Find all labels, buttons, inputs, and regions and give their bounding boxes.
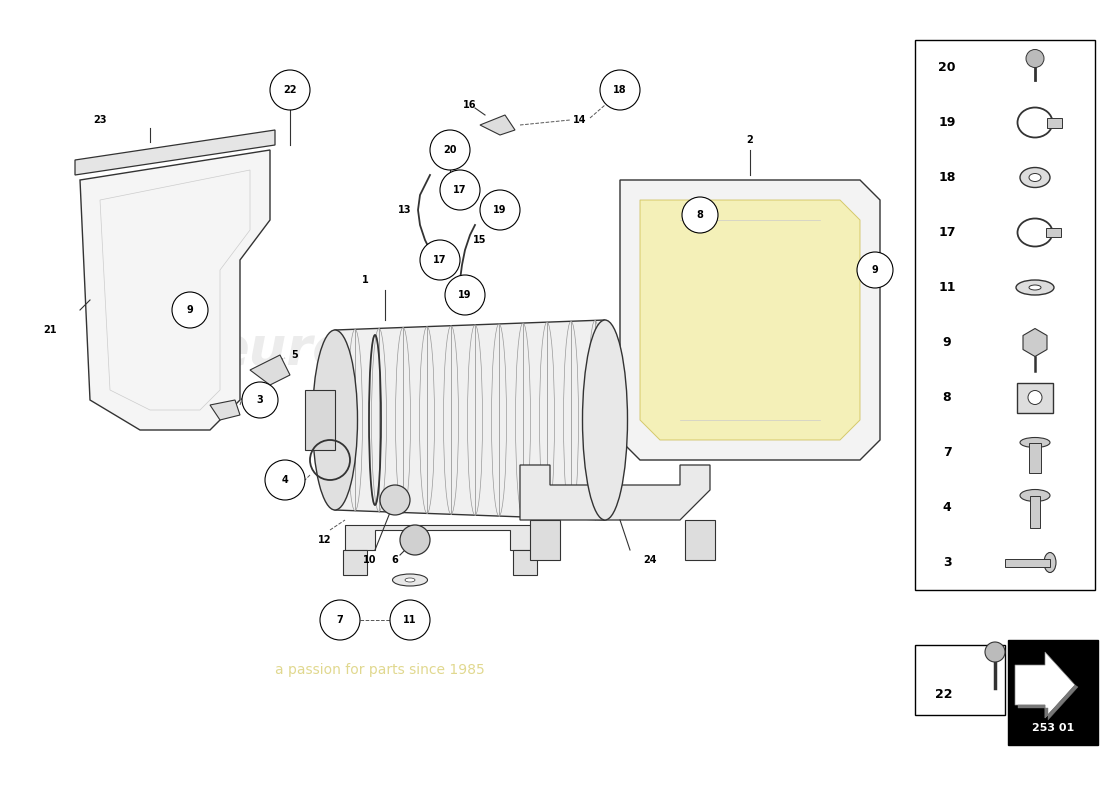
Ellipse shape [1020, 490, 1050, 502]
Text: 17: 17 [938, 226, 956, 239]
Text: 8: 8 [943, 391, 951, 404]
Polygon shape [80, 150, 270, 430]
Ellipse shape [379, 485, 410, 515]
Circle shape [480, 190, 520, 230]
Polygon shape [480, 115, 515, 135]
Text: 10: 10 [363, 555, 376, 565]
Bar [915, 40, 1094, 590]
Polygon shape [305, 390, 336, 450]
Ellipse shape [312, 330, 358, 510]
Text: 7: 7 [337, 615, 343, 625]
Polygon shape [620, 180, 880, 460]
Circle shape [1028, 390, 1042, 405]
Text: 6: 6 [392, 555, 398, 565]
Polygon shape [1015, 652, 1075, 718]
Text: 253 01: 253 01 [1032, 723, 1074, 733]
Ellipse shape [1028, 285, 1041, 290]
Polygon shape [336, 320, 605, 520]
Polygon shape [1023, 329, 1047, 357]
Text: 16: 16 [463, 100, 476, 110]
Bar [1028, 442, 1041, 473]
Polygon shape [345, 525, 550, 550]
Text: 1: 1 [362, 275, 369, 285]
Bar [1005, 558, 1050, 566]
Text: 19: 19 [493, 205, 507, 215]
Text: 20: 20 [443, 145, 456, 155]
Polygon shape [520, 465, 710, 520]
Bar [1018, 382, 1053, 413]
Text: 11: 11 [404, 615, 417, 625]
Ellipse shape [400, 525, 430, 555]
Text: 8: 8 [696, 210, 703, 220]
Circle shape [172, 292, 208, 328]
Circle shape [270, 70, 310, 110]
Circle shape [440, 170, 480, 210]
Text: 9: 9 [943, 336, 951, 349]
Text: 17: 17 [453, 185, 466, 195]
Text: 9: 9 [187, 305, 194, 315]
Circle shape [857, 252, 893, 288]
Bar [1046, 227, 1062, 237]
Bar [343, 550, 367, 575]
Circle shape [1026, 50, 1044, 67]
Circle shape [446, 275, 485, 315]
Text: 4: 4 [282, 475, 288, 485]
Text: 4: 4 [943, 501, 951, 514]
Bar [1047, 118, 1062, 127]
Circle shape [682, 197, 718, 233]
Polygon shape [250, 355, 290, 385]
Text: 11: 11 [938, 281, 956, 294]
Text: 14: 14 [573, 115, 586, 125]
Ellipse shape [393, 574, 428, 586]
Text: 17: 17 [433, 255, 447, 265]
Text: 22: 22 [935, 689, 953, 702]
Circle shape [420, 240, 460, 280]
Text: 7: 7 [943, 446, 951, 459]
Text: 18: 18 [613, 85, 627, 95]
Text: 12: 12 [318, 535, 332, 545]
Ellipse shape [1020, 167, 1050, 187]
Ellipse shape [1016, 280, 1054, 295]
Polygon shape [640, 200, 860, 440]
Text: eurospares: eurospares [213, 324, 547, 376]
Bar [530, 520, 560, 560]
Circle shape [984, 642, 1005, 662]
Circle shape [390, 600, 430, 640]
Ellipse shape [583, 320, 627, 520]
Ellipse shape [1020, 438, 1050, 447]
Text: 15: 15 [473, 235, 486, 245]
Circle shape [600, 70, 640, 110]
Bar [685, 520, 715, 560]
Circle shape [242, 382, 278, 418]
Text: 3: 3 [256, 395, 263, 405]
Text: 24: 24 [644, 555, 657, 565]
Text: 18: 18 [938, 171, 956, 184]
Polygon shape [1018, 685, 1078, 720]
Ellipse shape [1044, 553, 1056, 573]
Text: 19: 19 [459, 290, 472, 300]
Text: 20: 20 [938, 61, 956, 74]
Polygon shape [75, 130, 275, 175]
Text: 5: 5 [292, 350, 298, 360]
Text: 21: 21 [43, 325, 57, 335]
Text: 19: 19 [938, 116, 956, 129]
Text: 3: 3 [943, 556, 951, 569]
Text: 23: 23 [94, 115, 107, 125]
Ellipse shape [1028, 174, 1041, 182]
Bar [513, 550, 537, 575]
Text: 13: 13 [398, 205, 411, 215]
Circle shape [430, 130, 470, 170]
Ellipse shape [405, 578, 415, 582]
Bar [915, 645, 1005, 715]
Bar [1008, 640, 1098, 745]
Text: 22: 22 [284, 85, 297, 95]
Bar [1030, 495, 1040, 527]
Circle shape [265, 460, 305, 500]
Polygon shape [210, 400, 240, 420]
Text: 9: 9 [871, 265, 879, 275]
Text: a passion for parts since 1985: a passion for parts since 1985 [275, 663, 485, 677]
Text: 2: 2 [747, 135, 754, 145]
Circle shape [320, 600, 360, 640]
